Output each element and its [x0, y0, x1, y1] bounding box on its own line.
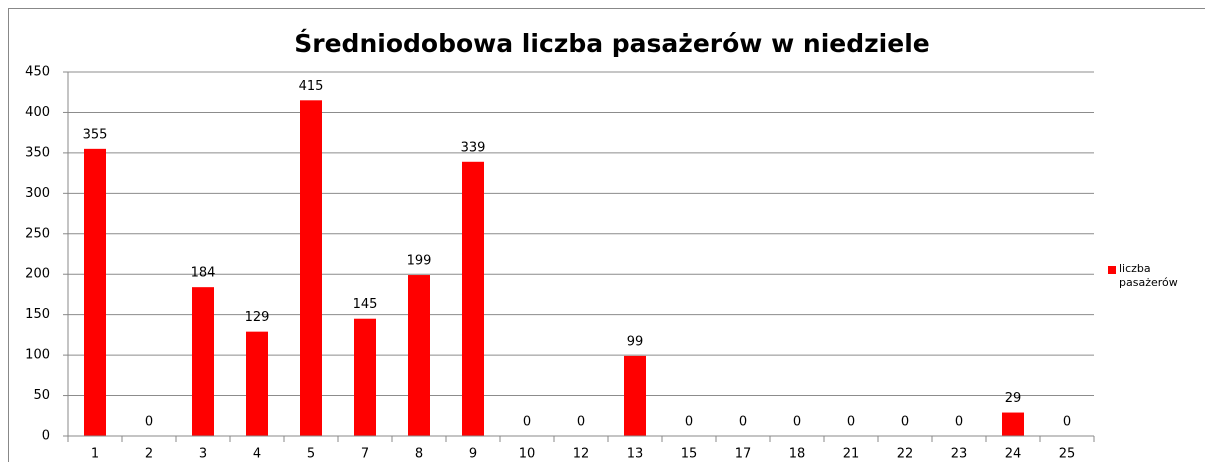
bar: [84, 148, 106, 436]
data-label: 0: [685, 415, 693, 430]
legend-swatch: [1108, 266, 1116, 274]
y-tick-label: 450: [25, 65, 50, 80]
y-tick-label: 250: [25, 226, 50, 241]
data-label: 0: [1063, 415, 1071, 430]
data-label: 199: [407, 254, 432, 269]
data-label: 339: [461, 140, 486, 155]
bar: [624, 355, 646, 436]
bar: [408, 275, 430, 436]
x-tick-label: 2: [145, 447, 153, 462]
y-tick-label: 50: [33, 388, 50, 403]
data-label: 0: [739, 415, 747, 430]
y-tick-label: 400: [25, 105, 50, 120]
y-tick-label: 300: [25, 186, 50, 201]
x-tick-label: 1: [91, 447, 99, 462]
x-tick-label: 8: [415, 447, 423, 462]
data-label: 145: [353, 297, 378, 312]
data-label: 0: [901, 415, 909, 430]
x-tick-label: 15: [681, 447, 698, 462]
y-tick-label: 350: [25, 145, 50, 160]
data-label: 0: [793, 415, 801, 430]
chart-frame: [8, 8, 1205, 462]
data-label: 29: [1005, 391, 1022, 406]
bar: [300, 100, 322, 437]
legend-label: liczba pasażerów: [1119, 262, 1178, 289]
x-tick-label: 23: [951, 447, 968, 462]
y-tick-label: 100: [25, 348, 50, 363]
data-label: 0: [577, 415, 585, 430]
data-label: 355: [83, 127, 108, 142]
x-tick-label: 7: [361, 447, 369, 462]
bar: [354, 318, 376, 436]
data-label: 0: [955, 415, 963, 430]
data-label: 99: [627, 334, 644, 349]
chart-title: Średniodobowa liczba pasażerów w niedzie…: [294, 28, 929, 58]
x-tick-label: 17: [735, 447, 752, 462]
y-tick-label: 0: [42, 429, 50, 444]
data-label: 129: [245, 310, 270, 325]
data-label: 0: [145, 415, 153, 430]
x-tick-label: 13: [627, 447, 644, 462]
data-label: 415: [299, 79, 324, 94]
bar: [1002, 412, 1024, 436]
x-tick-label: 9: [469, 447, 477, 462]
x-tick-label: 21: [843, 447, 860, 462]
data-label: 0: [847, 415, 855, 430]
bar: [462, 161, 484, 436]
x-tick-label: 10: [519, 447, 536, 462]
y-tick-label: 150: [25, 307, 50, 322]
x-tick-label: 4: [253, 447, 261, 462]
x-tick-label: 18: [789, 447, 806, 462]
x-tick-label: 25: [1059, 447, 1076, 462]
data-label: 184: [191, 266, 216, 281]
y-tick-label: 200: [25, 267, 50, 282]
data-label: 0: [523, 415, 531, 430]
x-tick-label: 22: [897, 447, 914, 462]
bar: [246, 331, 268, 436]
x-tick-label: 12: [573, 447, 590, 462]
x-tick-label: 3: [199, 447, 207, 462]
bar: [192, 287, 214, 436]
x-tick-label: 5: [307, 447, 315, 462]
x-tick-label: 24: [1005, 447, 1022, 462]
